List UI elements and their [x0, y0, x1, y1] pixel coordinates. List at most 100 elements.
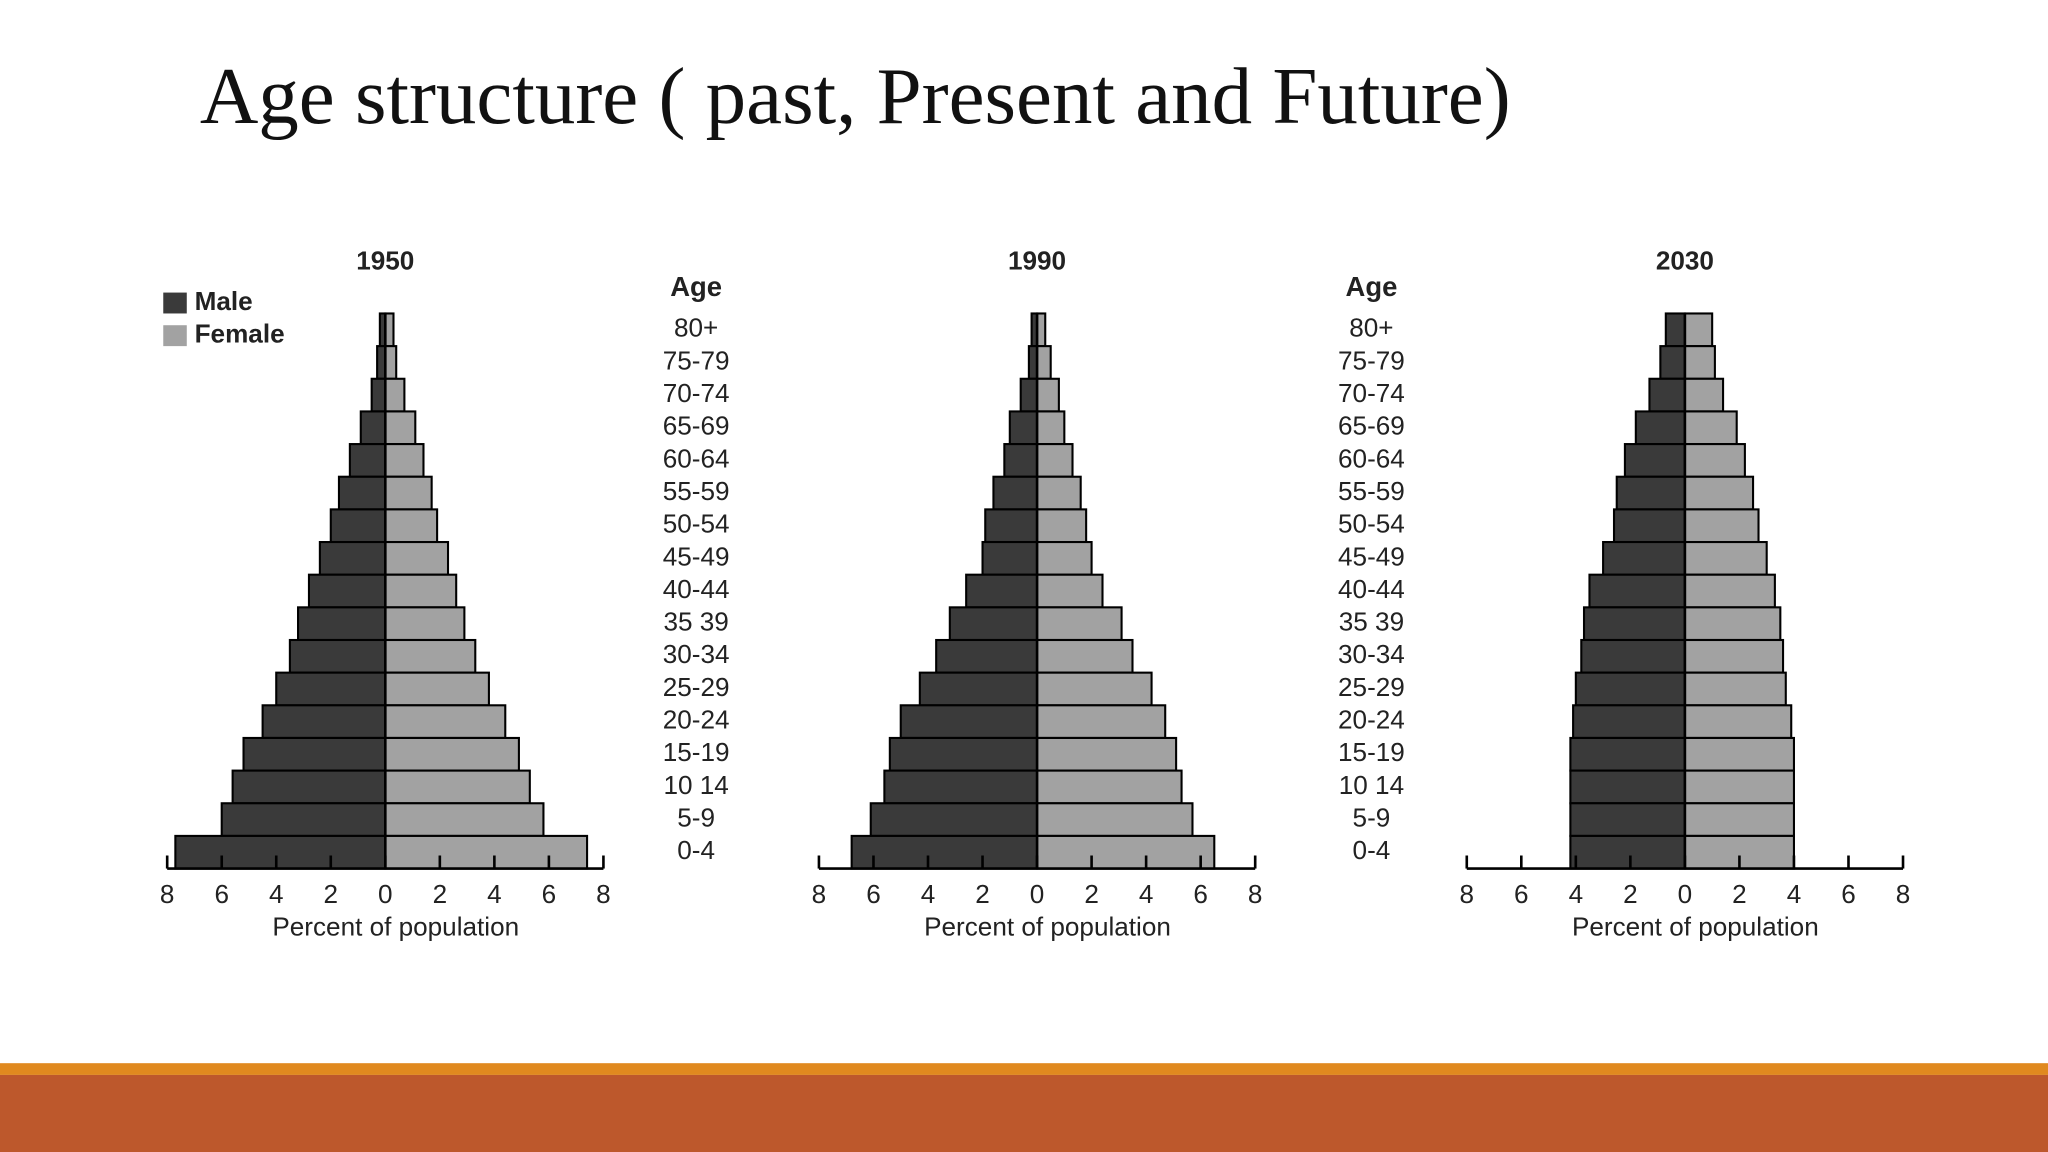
male-bar	[288, 638, 387, 674]
female-bar	[1036, 443, 1074, 478]
x-axis-label: Percent of population	[924, 912, 1171, 942]
age-label: 50-54	[663, 509, 730, 539]
x-tick-label: 4	[921, 879, 936, 909]
age-label: 0-4	[1353, 835, 1391, 865]
x-tick-label: 8	[1248, 879, 1263, 909]
chart-title: 2030	[1656, 245, 1714, 275]
female-bar	[1683, 443, 1746, 478]
male-bar	[992, 475, 1039, 511]
female-bar	[1036, 540, 1093, 576]
male-bar	[1648, 377, 1686, 413]
female-bar	[1036, 834, 1216, 870]
legend-label: Female	[195, 319, 285, 349]
age-label: 75-79	[1338, 345, 1405, 375]
male-bar	[359, 410, 387, 446]
age-label: 70-74	[663, 378, 730, 408]
female-bar	[1683, 508, 1760, 544]
age-label: 60-64	[663, 443, 730, 473]
female-bar	[1036, 769, 1183, 805]
male-bar	[1569, 802, 1686, 837]
male-bar	[1602, 540, 1686, 576]
male-bar	[1008, 410, 1039, 446]
female-bar	[1683, 704, 1793, 740]
male-bar	[918, 671, 1039, 707]
female-bar	[1683, 573, 1776, 609]
male-bar	[948, 606, 1039, 642]
age-label: 15-19	[1338, 737, 1405, 767]
male-bar	[984, 508, 1039, 544]
legend-swatch	[163, 292, 187, 314]
x-tick-label: 0	[1030, 879, 1045, 909]
female-bar	[1683, 475, 1755, 511]
female-bar	[1036, 638, 1134, 674]
x-tick-label: 4	[487, 879, 502, 909]
male-bar	[899, 704, 1039, 740]
age-label: 35 39	[663, 607, 728, 637]
female-bar	[384, 508, 439, 544]
male-bar	[1019, 377, 1039, 413]
female-bar	[384, 834, 589, 870]
age-label: 80+	[674, 313, 718, 343]
age-label: 30-34	[1338, 639, 1405, 669]
x-tick-label: 6	[1841, 879, 1856, 909]
age-label: 70-74	[1338, 378, 1405, 408]
age-label: 50-54	[1338, 509, 1405, 539]
female-bar	[384, 475, 433, 511]
female-bar	[1683, 736, 1796, 772]
x-tick-label: 8	[160, 879, 175, 909]
female-bar	[384, 377, 406, 413]
male-bar	[297, 606, 387, 642]
female-bar	[1036, 606, 1123, 642]
female-bar	[384, 638, 477, 674]
male-bar	[981, 540, 1039, 576]
male-bar	[883, 769, 1039, 805]
x-tick-label: 4	[269, 879, 284, 909]
age-label: 15-19	[663, 737, 730, 767]
female-bar	[384, 410, 417, 446]
female-bar	[1683, 540, 1768, 576]
female-bar	[1683, 345, 1716, 380]
x-tick-label: 8	[596, 879, 611, 909]
female-bar	[1036, 573, 1104, 609]
male-bar	[1572, 704, 1686, 740]
male-bar	[231, 769, 387, 805]
male-bar	[1634, 410, 1686, 446]
x-tick-label: 2	[1084, 879, 1099, 909]
x-tick-label: 4	[1787, 879, 1802, 909]
male-bar	[348, 443, 387, 478]
female-bar	[1683, 769, 1796, 805]
age-label: 10 14	[1339, 770, 1404, 800]
female-bar	[1036, 410, 1066, 446]
x-tick-label: 6	[1514, 879, 1529, 909]
legend-swatch	[163, 325, 187, 347]
x-tick-label: 2	[324, 879, 339, 909]
age-label: 5-9	[677, 802, 715, 832]
male-bar	[261, 704, 387, 740]
x-tick-label: 6	[1193, 879, 1208, 909]
age-label: 25-29	[663, 672, 730, 702]
female-bar	[1683, 671, 1787, 707]
age-label: 55-59	[1338, 476, 1405, 506]
female-bar	[384, 345, 398, 380]
age-label: 25-29	[1338, 672, 1405, 702]
female-bar	[1036, 671, 1153, 707]
female-bar	[1036, 345, 1052, 380]
x-tick-label: 8	[812, 879, 827, 909]
x-tick-label: 8	[1896, 879, 1911, 909]
male-bar	[1623, 443, 1686, 478]
male-bar	[220, 802, 387, 837]
female-bar	[1683, 802, 1796, 837]
x-tick-label: 6	[542, 879, 557, 909]
y-axis-label: Age	[670, 271, 722, 302]
age-label: 45-49	[1338, 541, 1405, 571]
male-bar	[965, 573, 1039, 609]
female-bar	[384, 573, 458, 609]
age-label: 20-24	[663, 705, 730, 735]
male-bar	[1569, 769, 1686, 805]
x-tick-label: 8	[1460, 879, 1475, 909]
female-bar	[1036, 508, 1088, 544]
female-bar	[384, 671, 490, 707]
age-label: 65-69	[1338, 411, 1405, 441]
age-label: 20-24	[1338, 705, 1405, 735]
